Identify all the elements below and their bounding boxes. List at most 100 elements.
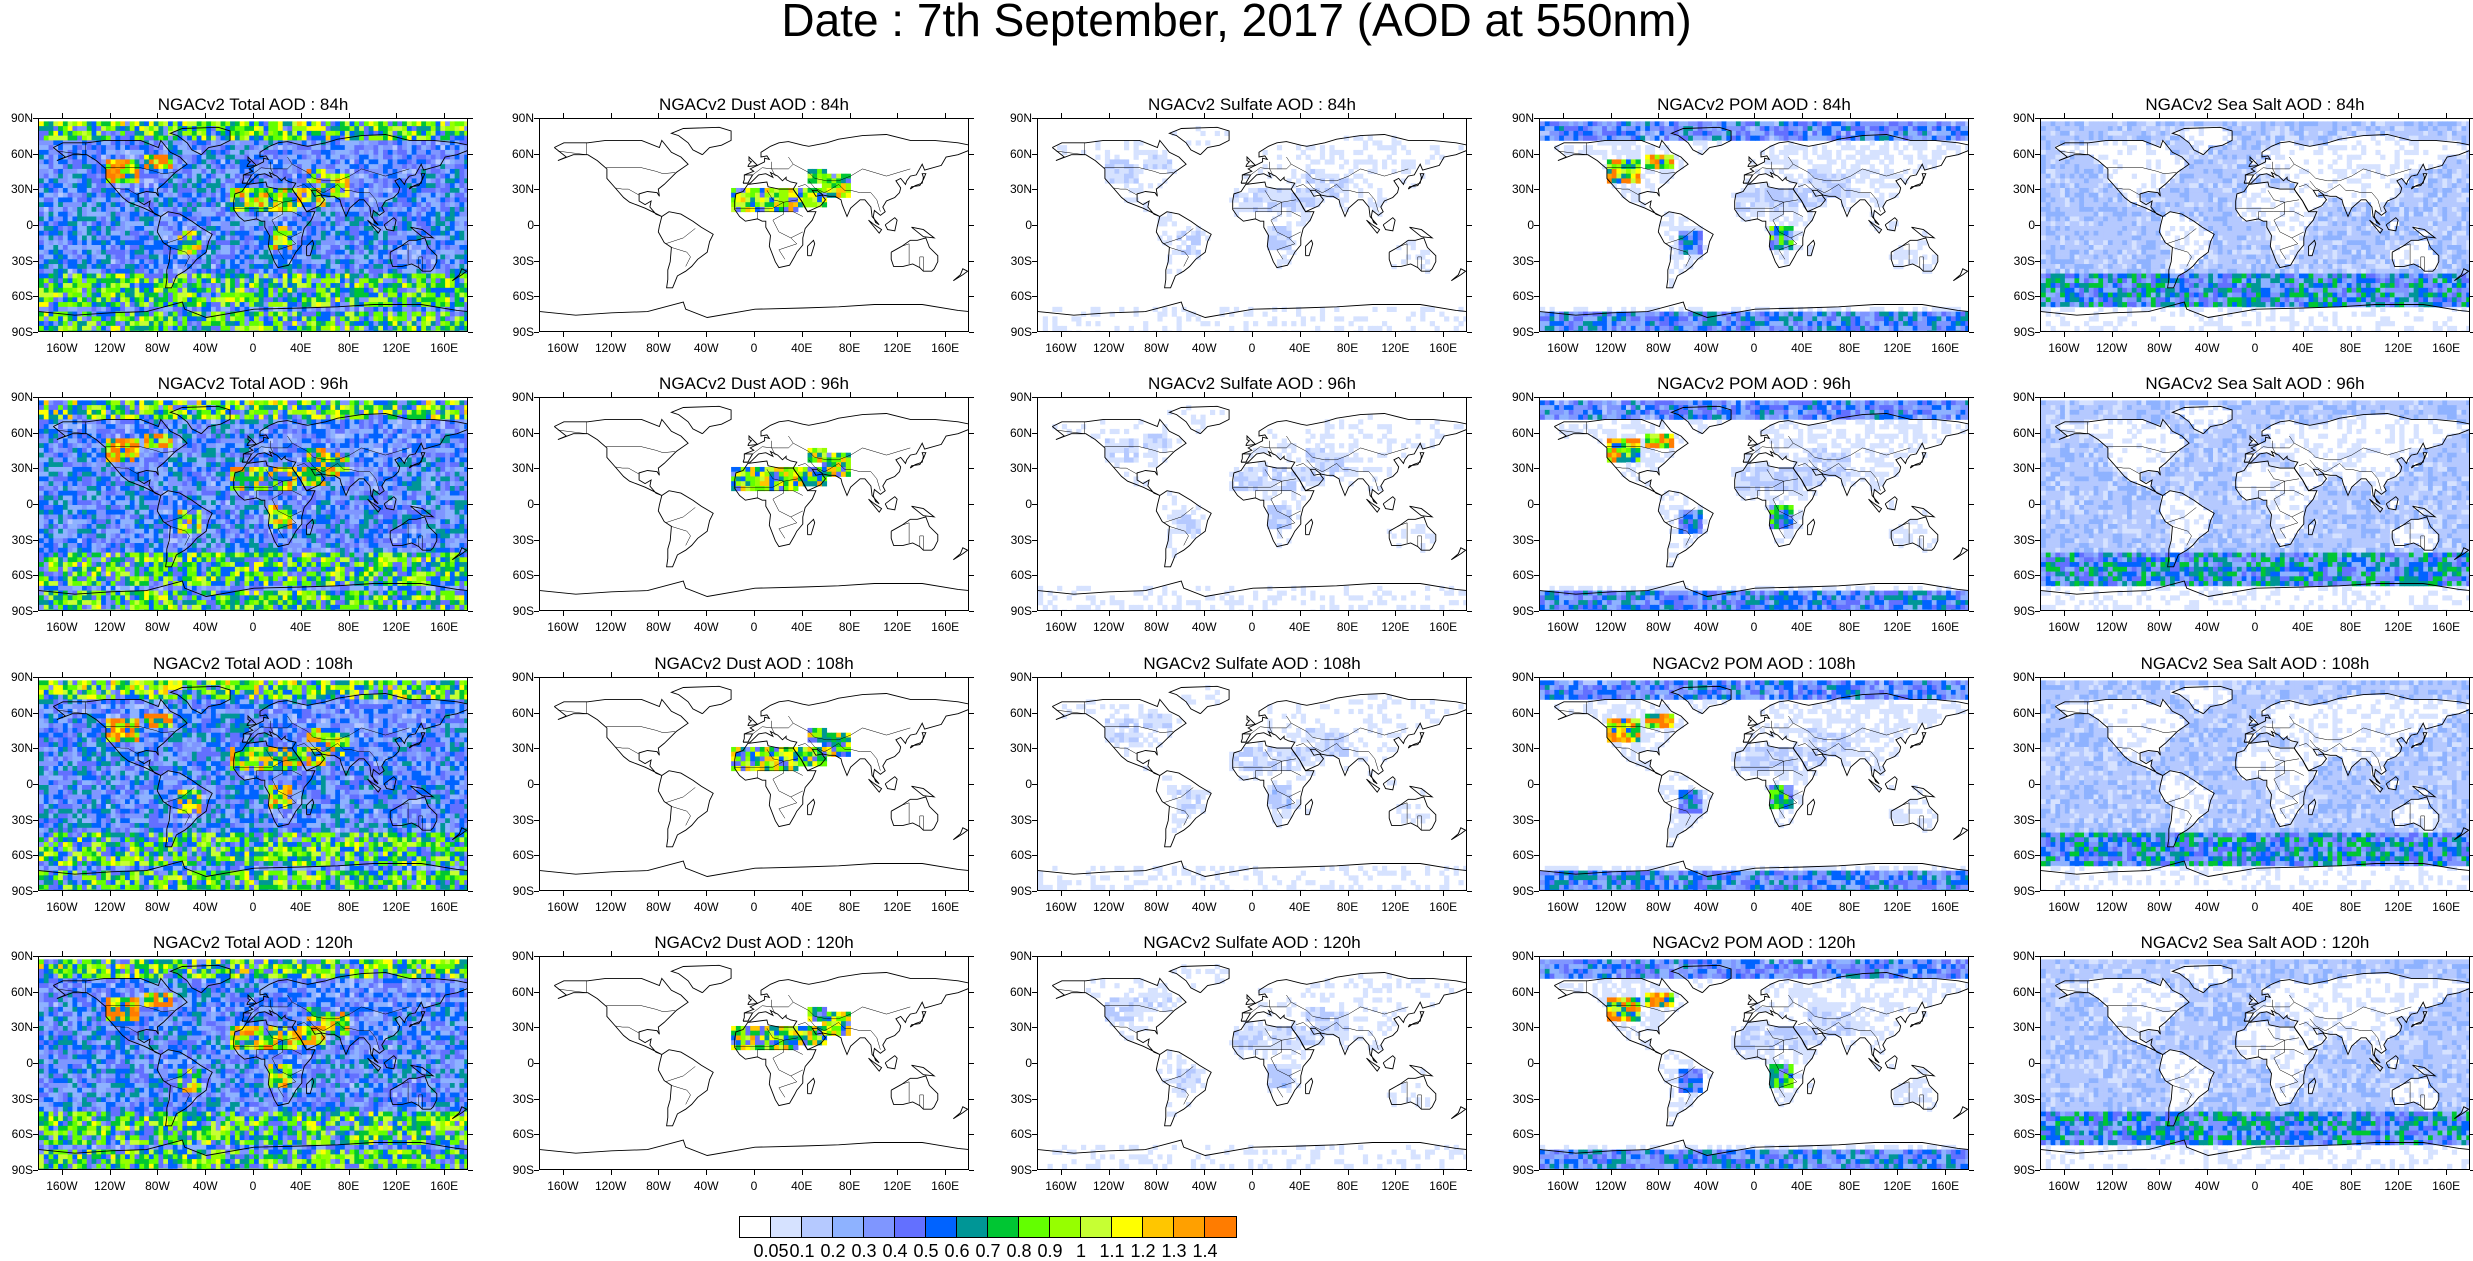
aod-cell	[369, 297, 374, 302]
aod-cell	[1277, 236, 1282, 241]
aod-cell	[321, 274, 326, 279]
aod-cell	[135, 126, 140, 131]
aod-cell	[206, 302, 211, 307]
aod-cell	[464, 126, 468, 131]
aod-cell	[178, 326, 183, 331]
aod-cell	[316, 226, 321, 231]
aod-cell	[431, 145, 436, 150]
aod-cell	[335, 316, 340, 321]
aod-cell	[221, 202, 226, 207]
aod-cell	[82, 288, 87, 293]
aod-cell	[201, 178, 206, 183]
aod-cell	[302, 197, 307, 202]
aod-cell	[1253, 202, 1258, 207]
aod-cell	[264, 293, 269, 298]
aod-cell	[326, 121, 331, 126]
aod-cell	[235, 236, 240, 241]
aod-cell	[58, 221, 63, 226]
aod-cell	[111, 207, 116, 212]
aod-cell	[412, 188, 417, 193]
aod-cell	[216, 178, 221, 183]
aod-cell	[39, 288, 44, 293]
aod-cell	[130, 283, 135, 288]
aod-cell	[163, 178, 168, 183]
aod-cell	[68, 326, 73, 331]
aod-cell	[101, 293, 106, 298]
aod-cell	[459, 231, 464, 236]
aod-cell	[158, 283, 163, 288]
aod-cell	[249, 202, 254, 207]
aod-cell	[58, 302, 63, 307]
aod-cell	[1387, 326, 1392, 331]
aod-cell	[225, 216, 230, 221]
aod-cell	[273, 297, 278, 302]
aod-cell	[402, 326, 407, 331]
aod-cell	[1110, 174, 1115, 179]
aod-cell	[230, 278, 235, 283]
aod-cell	[135, 293, 140, 298]
aod-cell	[168, 236, 173, 241]
aod-cell	[240, 274, 245, 279]
aod-cell	[412, 216, 417, 221]
aod-cell	[455, 321, 460, 326]
aod-cell	[244, 274, 249, 279]
aod-cell	[111, 226, 116, 231]
aod-cell	[1301, 188, 1306, 193]
aod-cell	[178, 321, 183, 326]
aod-cell	[58, 188, 63, 193]
aod-cell	[784, 193, 789, 198]
aod-cell	[459, 312, 464, 317]
aod-cell	[402, 297, 407, 302]
aod-cell	[244, 240, 249, 245]
aod-cell	[264, 278, 269, 283]
aod-cell	[68, 131, 73, 136]
aod-cell	[1124, 178, 1129, 183]
aod-cell	[354, 259, 359, 264]
aod-cell	[1148, 155, 1153, 160]
aod-cell	[412, 307, 417, 312]
aod-cell	[287, 316, 292, 321]
aod-cell	[49, 202, 54, 207]
aod-cell	[445, 326, 450, 331]
aod-cell	[402, 278, 407, 283]
aod-cell	[244, 293, 249, 298]
aod-cell	[397, 207, 402, 212]
aod-cell	[1114, 159, 1119, 164]
aod-cell	[139, 331, 144, 332]
aod-cell	[421, 121, 426, 126]
aod-cell	[1382, 159, 1387, 164]
aod-cell	[321, 245, 326, 250]
aod-cell	[244, 145, 249, 150]
aod-cell	[350, 183, 355, 188]
aod-cell	[58, 178, 63, 183]
aod-cell	[39, 216, 44, 221]
aod-cell	[254, 207, 259, 212]
aod-cell	[197, 293, 202, 298]
aod-cell	[254, 236, 259, 241]
aod-cell	[244, 245, 249, 250]
aod-cell	[115, 278, 120, 283]
aod-cell	[58, 250, 63, 255]
coastline	[1246, 157, 1256, 167]
aod-cell	[230, 316, 235, 321]
aod-cell	[426, 169, 431, 174]
aod-cell	[144, 221, 149, 226]
aod-cell	[1134, 145, 1139, 150]
aod-cell	[187, 150, 192, 155]
lon-tick-label: 120W	[90, 342, 130, 354]
aod-cell	[58, 197, 63, 202]
aod-cell	[1291, 331, 1296, 332]
aod-cell	[72, 316, 77, 321]
aod-cell	[163, 259, 168, 264]
aod-cell	[173, 197, 178, 202]
aod-cell	[96, 331, 101, 332]
aod-cell	[464, 216, 468, 221]
aod-cell	[92, 231, 97, 236]
aod-cell	[63, 164, 68, 169]
aod-cell	[53, 140, 58, 145]
aod-cell	[63, 121, 68, 126]
coastline	[748, 157, 758, 167]
aod-cell	[354, 255, 359, 260]
aod-cell	[201, 264, 206, 269]
aod-cell	[297, 226, 302, 231]
